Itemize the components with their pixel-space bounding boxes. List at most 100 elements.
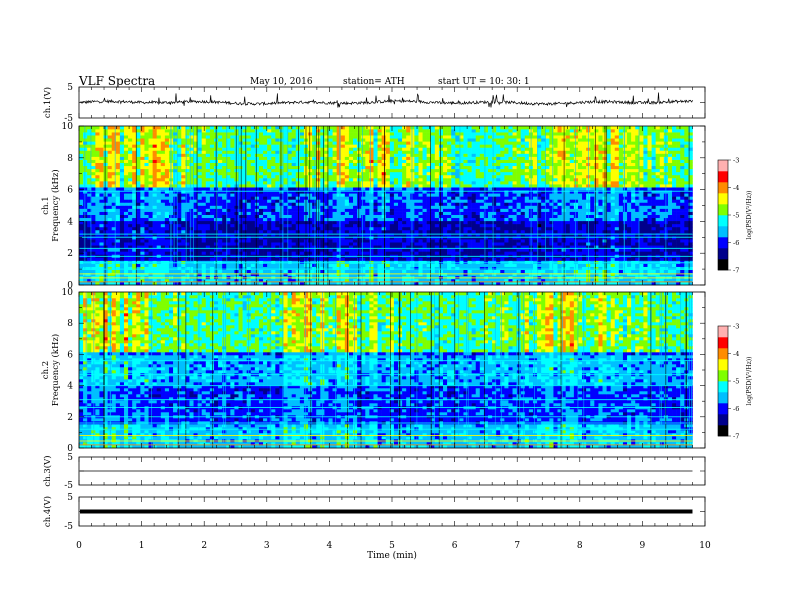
spectrogram-cell [79,248,84,252]
spectrogram-cell [422,242,427,246]
spectrogram-cell [451,263,456,267]
spectrogram-cell [344,269,350,274]
spectrogram-cell [651,263,656,267]
spectrogram-cell [164,196,170,200]
spectrogram-cell [467,269,472,274]
spectrogram-cell [545,214,550,219]
spectrogram-cell [532,205,538,209]
spectrogram-cell [606,190,611,194]
spectrogram-cell [631,226,636,231]
spectrogram-cell [181,242,186,246]
spectrogram-cell [622,214,628,219]
spectrogram-cell [598,202,603,206]
spectrogram-cell [430,257,436,261]
spectrogram-cell [312,257,317,261]
spectrogram-cell [79,266,84,271]
spectrogram-cell [132,184,137,188]
spectrogram-cell [160,202,166,206]
spectrogram-cell [500,281,505,286]
spectrogram-cell [463,257,468,261]
spectrogram-cell [230,266,235,271]
spectrogram-cell [393,242,399,246]
spectrogram-cell [684,211,689,215]
spectrogram-cell [279,217,284,222]
spectrogram-cell [455,272,460,277]
spectrogram-cell [537,193,542,197]
spectrogram-cell [565,199,571,203]
spectrogram-cell [541,187,546,191]
spectrogram-cell [152,266,158,271]
spectrogram-cell [111,251,117,255]
spectrogram-cell [500,220,505,225]
spectrogram-cell [119,187,125,191]
spectrogram-cell [344,278,350,283]
spectrogram-cell [340,223,346,228]
spectrogram-cell [455,211,460,215]
spectrogram-cell [631,242,636,246]
spectrogram-cell [631,208,636,212]
spectrogram-cell [512,214,517,219]
spectrogram-cell [95,193,100,197]
spectrogram-cell [459,245,464,249]
spectrogram-cell [111,229,117,234]
spectrogram-cell [369,196,374,200]
spectrogram-cell [532,199,538,203]
spectrogram-cell [631,202,636,206]
spectrogram-cell [524,272,530,277]
spectrogram-cell [258,229,264,234]
spectrogram-cell [487,226,493,231]
spectrogram-cell [672,251,677,255]
spectrogram-cell [582,269,587,274]
spectrogram-cell [594,208,599,212]
spectrogram-cell [193,272,198,277]
spectrogram-cell [377,208,382,212]
spectrogram-cell [279,187,284,191]
spectrogram-cell [676,199,681,203]
spectrogram-cell [160,260,166,264]
spectrogram-cell [418,263,423,267]
spectrogram-cell [357,199,362,203]
spectrogram-cell [132,278,137,283]
spectrogram-cell [246,248,252,252]
spectrogram-cell [541,266,546,271]
spectrogram-cell [406,217,411,222]
spectrogram-cell [222,248,227,252]
spectrogram-cell [373,220,378,225]
spectrogram-cell [181,263,186,267]
spectrogram-cell [451,223,456,228]
spectrogram-cell [524,202,530,206]
spectrogram-cell [123,190,129,194]
spectrogram-cell [512,242,517,246]
spectrogram-cell [659,245,665,249]
spectrogram-cell [541,202,546,206]
spectrogram-cell [590,233,595,237]
spectrogram-cell [553,205,558,209]
spectrogram-cell [635,260,640,264]
spectrogram-cell [258,266,264,271]
spectrogram-cell [275,278,280,283]
spectrogram-cell [532,272,538,277]
spectrogram-cell [373,272,378,277]
spectrogram-cell [111,260,117,264]
spectrogram-cell [185,205,190,209]
spectrogram-cell [238,278,243,283]
spectrogram-cell [320,196,325,200]
spectrogram-cell [676,260,681,264]
spectrogram-cell [434,214,440,219]
spectrogram-cell [271,269,276,274]
spectrogram-cell [451,187,456,191]
spectrogram-cell [115,196,121,200]
spectrogram-cell [647,226,652,231]
spectrogram-cell [631,205,636,209]
spectrogram-cell [361,196,366,200]
spectrogram-cell [353,211,358,215]
spectrogram-cell [340,193,346,197]
spectrogram-cell [189,263,194,267]
spectrogram-cell [647,266,652,271]
spectrogram-cell [569,245,575,249]
spectrogram-cell [590,211,595,215]
spectrogram-cell [463,214,468,219]
spectrogram-cell [332,205,337,209]
spectrogram-cell [324,208,329,212]
spectrogram-cell [185,226,190,231]
